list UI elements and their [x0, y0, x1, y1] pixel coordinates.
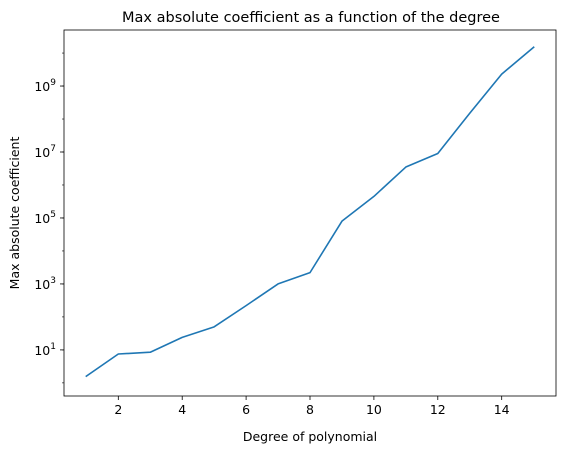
x-tick-label: 12 — [430, 402, 446, 417]
x-tick-label: 2 — [114, 402, 122, 417]
y-tick-exponent: 7 — [50, 144, 56, 154]
x-tick-label: 10 — [366, 402, 382, 417]
series-layer — [85, 46, 535, 378]
y-tick-label: 101 — [34, 342, 56, 358]
x-axis: 2 4 6 8 10 12 14 — [114, 396, 510, 417]
x-tick-label: 8 — [306, 402, 314, 417]
y-tick-exponent: 1 — [50, 342, 56, 352]
y-tick-label: 103 — [34, 276, 56, 292]
y-tick-exponent: 5 — [50, 210, 56, 220]
x-tick-label: 14 — [494, 402, 510, 417]
y-tick-label: 107 — [34, 144, 56, 160]
y-tick-base: 10 — [34, 277, 50, 292]
y-tick-label: 109 — [34, 78, 56, 94]
y-tick-base: 10 — [34, 343, 50, 358]
y-tick-base: 10 — [34, 211, 50, 226]
y-tick-exponent: 9 — [50, 78, 56, 88]
y-tick-exponent: 3 — [50, 276, 56, 286]
y-tick-base: 10 — [34, 79, 50, 94]
chart-title: Max absolute coefficient as a function o… — [122, 10, 500, 26]
plot-frame — [63, 29, 557, 397]
x-tick-label: 4 — [178, 402, 186, 417]
x-tick-label: 6 — [242, 402, 250, 417]
plot-area — [63, 29, 557, 397]
y-tick-base: 10 — [34, 145, 50, 160]
series-line — [85, 46, 535, 378]
y-axis-label: Max absolute coefficient — [7, 137, 22, 290]
x-axis-label: Degree of polynomial — [243, 429, 377, 444]
y-tick-label: 105 — [34, 210, 56, 226]
